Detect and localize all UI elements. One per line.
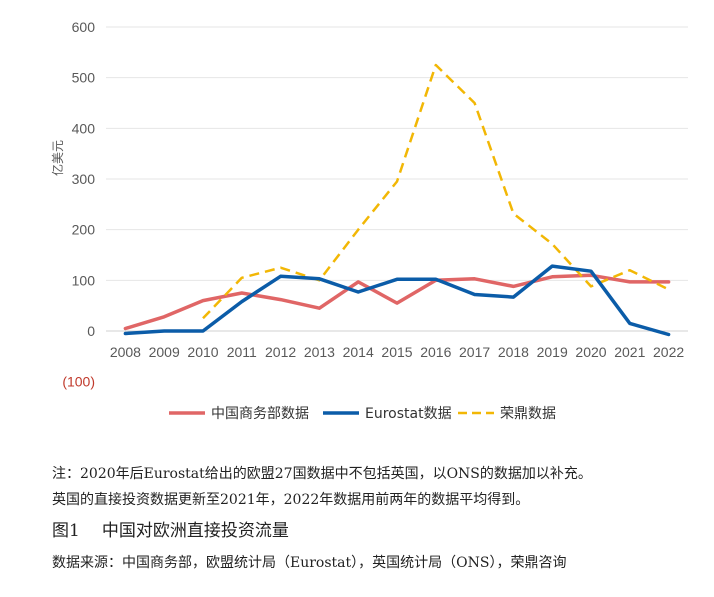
- data-source: 数据来源：中国商务部，欧盟统计局（Eurostat），英国统计局（ONS），荣鼎…: [52, 555, 567, 571]
- x-tick-label: 2014: [343, 344, 374, 360]
- y-axis-ticks: 600 500 400 300 200 100 0 (100): [62, 19, 95, 390]
- y-tick-label: 300: [72, 171, 96, 187]
- x-tick-label: 2008: [110, 344, 141, 360]
- x-tick-label: 2022: [653, 344, 684, 360]
- legend: 中国商务部数据 Eurostat数据 荣鼎数据: [169, 406, 556, 422]
- x-tick-label: 2011: [227, 344, 257, 360]
- y-tick-label: 500: [72, 70, 96, 86]
- figure-number: 图1: [52, 521, 80, 541]
- note-line-1: 注：2020年后Eurostat给出的欧盟27国数据中不包括英国，以ONS的数据…: [52, 466, 592, 482]
- y-tick-label: 100: [72, 272, 96, 288]
- y-tick-label: 200: [72, 222, 96, 238]
- y-tick-label: 400: [72, 120, 96, 136]
- x-tick-label: 2018: [498, 344, 529, 360]
- x-tick-label: 2021: [614, 344, 645, 360]
- figure-title: 中国对欧洲直接投资流量: [101, 521, 289, 541]
- chart: 600 500 400 300 200 100 0 (100) 亿美元 2008 2009 201…: [50, 19, 688, 422]
- legend-label: 中国商务部数据: [211, 406, 309, 422]
- x-tick-label: 2012: [265, 344, 296, 360]
- x-tick-label: 2013: [304, 344, 335, 360]
- legend-label: 荣鼎数据: [500, 406, 556, 422]
- series-line-0: [123, 273, 671, 331]
- y-tick-label: 0: [87, 323, 95, 339]
- y-axis-label: 亿美元: [50, 140, 65, 176]
- x-tick-label: 2009: [149, 344, 180, 360]
- y-tick-label: 600: [72, 19, 96, 35]
- x-tick-label: 2010: [187, 344, 218, 360]
- x-axis-ticks: 2008 2009 2010 2011 2012 2013 2014 2015 2016 2017…: [110, 344, 685, 360]
- legend-label: Eurostat数据: [365, 406, 452, 422]
- figure-caption: 图1 中国对欧洲直接投资流量: [52, 516, 311, 541]
- note-line-2: 英国的直接投资数据更新至2021年，2022年数据用前两年的数据平均得到。: [52, 492, 530, 508]
- series-lines: [123, 63, 671, 337]
- series-line-1: [123, 264, 671, 337]
- series-line-2: [202, 63, 670, 320]
- x-tick-label: 2020: [575, 344, 606, 360]
- x-tick-label: 2019: [537, 344, 568, 360]
- x-tick-label: 2016: [420, 344, 451, 360]
- x-tick-label: 2017: [459, 344, 490, 360]
- x-tick-label: 2015: [381, 344, 412, 360]
- y-tick-label: (100): [62, 374, 95, 390]
